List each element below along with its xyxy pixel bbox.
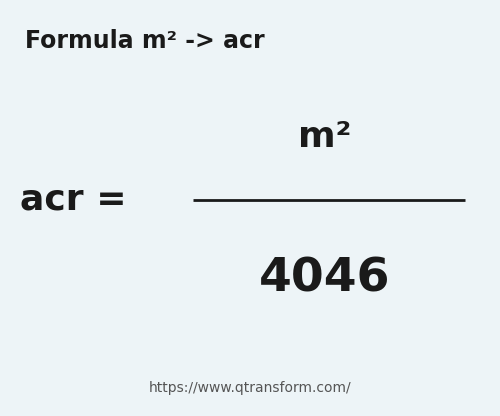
Text: Formula m² -> acr: Formula m² -> acr [25,29,264,53]
Text: acr =: acr = [20,183,126,217]
Text: 4046: 4046 [259,256,391,301]
Text: https://www.qtransform.com/: https://www.qtransform.com/ [148,381,352,395]
Text: m²: m² [298,120,352,154]
